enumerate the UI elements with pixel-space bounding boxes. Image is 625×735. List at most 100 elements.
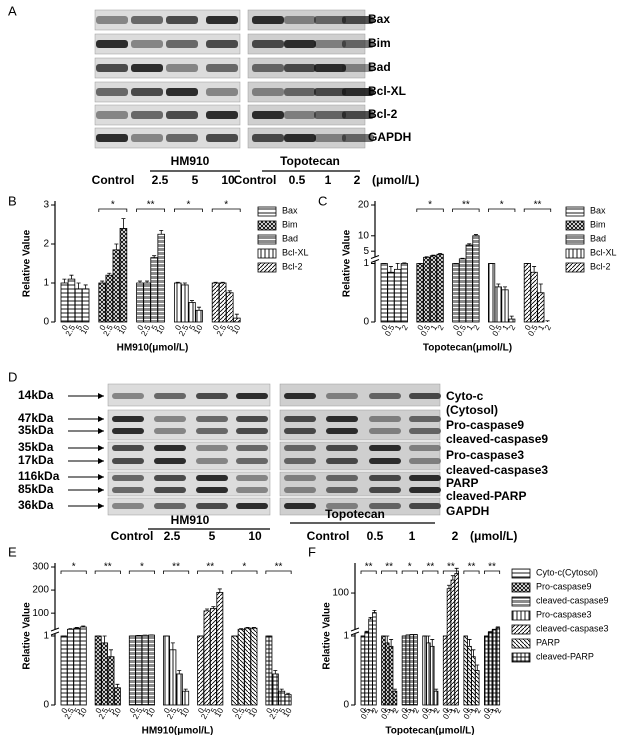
x-tick-label: 1 [465,323,475,332]
error-bar [473,234,478,236]
significance-label: * [224,200,228,211]
significance-label: * [428,200,432,211]
blot-strip [279,409,441,441]
bar [387,271,395,323]
blot-band [154,445,186,451]
lane-label: 2 [354,173,361,187]
significance-bracket [98,208,128,212]
axis-break [370,255,380,259]
x-tick-label: 2 [493,706,503,715]
x-tick-label: 0 [441,706,451,715]
error-bar [217,588,222,593]
x-tick-label: 1 [469,706,479,715]
bar [467,645,472,706]
marker-arrowhead [98,416,104,422]
error-bar [532,266,537,273]
bar [107,656,115,706]
blot-band [236,458,268,464]
x-tick-label: 0 [487,323,497,332]
x-tick-label: 10 [179,706,192,719]
blot-band [236,475,268,481]
error-bar [273,670,278,674]
error-bar [145,280,150,283]
bar [381,635,386,706]
blot-band [131,134,163,142]
blot-band [196,475,228,481]
blot-band [314,111,346,119]
x-axis-label: Topotecan(μmol/L) [423,343,512,354]
bar [401,635,407,706]
y-tick-label: 5 [363,246,369,257]
x-tick-label: 2 [432,706,442,715]
bar [442,635,448,706]
x-tick-label: 0 [400,706,410,715]
error-bar [467,639,472,647]
blot-band [409,487,441,493]
protein-label: Cyto-c [446,389,484,403]
blot-band [369,458,401,464]
bar [216,591,224,706]
y-tick-label: 1 [43,278,49,289]
blot-band [284,428,316,434]
significance-bracket [422,570,439,574]
bar [426,642,431,706]
error-bar [197,306,202,311]
blot-band [96,111,128,119]
legend-swatch [257,234,277,245]
bar [450,579,456,706]
blot-band [342,88,374,96]
error-bar [102,635,107,643]
x-tick-label: 10 [230,323,243,336]
bar [487,631,493,706]
blot-band [112,445,144,451]
y-tick-label: 1 [43,631,49,642]
blot-band [369,445,401,451]
lane-label: 0.5 [289,173,306,187]
significance-label: ** [468,562,476,573]
blot-band [166,64,198,72]
blot-band [166,40,198,48]
significance-label: ** [365,562,373,573]
protein-label: PARP [446,476,478,490]
significance-label: ** [206,562,214,573]
protein-label: Bax [368,12,390,26]
blot-band [154,458,186,464]
blot-strip [107,497,271,516]
x-tick-label: 0 [60,323,70,332]
significance-bracket [163,570,190,574]
bar [364,631,369,706]
blot-band [96,134,128,142]
bar [530,271,538,323]
bar [271,673,279,706]
blot-band [206,16,238,24]
protein-label: cleaved-caspase9 [446,432,548,446]
significance-bracket [360,570,377,574]
lane-label: 10 [221,173,235,187]
group-label: Topotecan [325,507,385,521]
bar [360,635,366,706]
error-bar [431,254,436,256]
x-tick-label: 10 [117,323,130,336]
legend-label: cleaved-PARP [536,651,594,661]
blot-band [112,503,144,509]
error-bar [159,229,164,235]
bar [423,256,431,323]
bar [487,263,496,323]
bar [244,627,252,706]
axis-break [350,627,360,632]
lane-label: 2.5 [164,529,181,543]
x-tick-label: 2 [436,323,446,332]
x-tick-label: 10 [145,706,158,719]
marker-arrowhead [98,474,104,480]
protein-label: Pro-caspase9 [446,418,524,432]
blot-band [206,40,238,48]
blot-band [154,475,186,481]
marker-label: 35kDa [18,440,54,454]
blot-band [314,134,346,142]
bar [422,635,427,706]
blot-band [314,64,346,72]
error-bar [107,272,112,276]
error-bar [430,639,435,647]
legend-label: Pro-caspase3 [536,609,592,619]
bar [175,673,183,706]
